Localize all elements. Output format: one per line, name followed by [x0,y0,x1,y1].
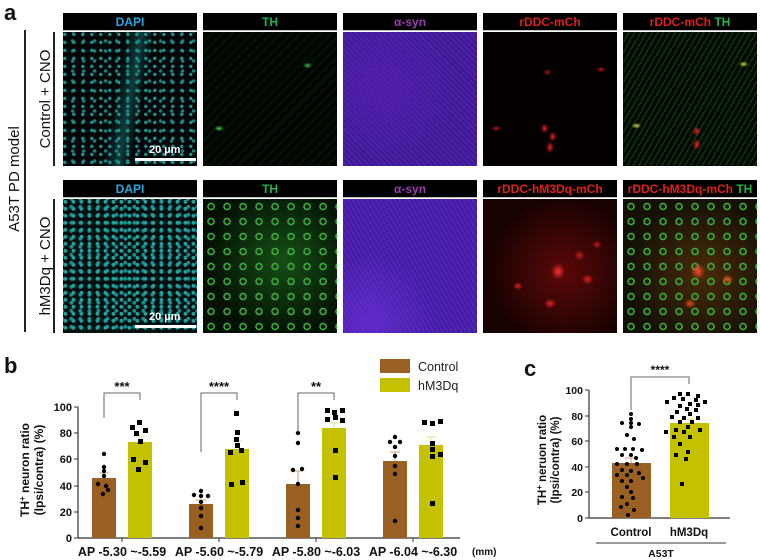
svg-text:0: 0 [577,513,583,525]
header-asyn: α-syn [343,13,477,31]
header-th: TH [203,13,337,31]
sig-group1: *** [114,379,130,394]
svg-text:100: 100 [565,385,583,397]
svg-text:Control: Control [611,527,652,539]
chart-b-ylabel: TH+ neuron ratio (Ipsi/contra) (%) [18,423,47,517]
image-asyn-control [343,32,477,166]
svg-text:80: 80 [571,411,583,423]
header-rddc-hm3dq: rDDC-hM3Dq-mCh [483,180,617,198]
header-merge-2-red: rDDC-hM3Dq-mCh [627,182,733,196]
svg-text:TH+ neruon ratio: TH+ neruon ratio [535,415,550,505]
scale-bar-2 [135,325,196,328]
scale-bar [135,158,196,161]
svg-text:TH+ neuron ratio: TH+ neuron ratio [18,423,33,517]
svg-text:AP -5.80 ~-6.03: AP -5.80 ~-6.03 [272,545,360,559]
header-asyn-2: α-syn [343,180,477,198]
image-rddc-mch-control [483,32,617,166]
sig-group2: **** [209,379,230,394]
sig-c: **** [651,363,670,377]
svg-text:60: 60 [60,454,72,466]
row1-bracket-line [53,32,55,166]
svg-text:40: 40 [571,462,583,474]
legend-hm3dq: hM3Dq [418,379,458,393]
svg-text:hM3Dq: hM3Dq [670,527,708,539]
svg-text:AP -5.60 ~-5.79: AP -5.60 ~-5.79 [175,545,263,559]
chart-b-unit: (mm) [472,547,496,558]
svg-text:0: 0 [66,533,72,545]
header-th-2: TH [203,180,337,198]
sig-group3: ** [311,379,322,394]
chart-c-xticks: Control hM3Dq [611,527,709,539]
image-th-control [203,32,337,166]
chart-c: TH+ neruon ratio (Ipsi/contra) (%) 0 20 … [535,363,730,560]
row-label-control: Control + CNO [37,49,54,149]
panel-label-b: b [4,353,18,378]
scale-bar-label: 20 µm [149,144,181,156]
image-asyn-hm3dq [343,199,477,333]
header-merge-green: TH [714,15,731,29]
chart-b: TH+ neuron ratio (Ipsi/contra) (%) 0 20 … [18,359,496,559]
header-dapi: DAPI [63,13,197,31]
header-dapi-2: DAPI [63,180,197,198]
header-rddc-mch: rDDC-mCh [483,13,617,31]
row-label-hm3dq: hM3Dq + CNO [37,216,54,316]
chart-c-group-label: A53T [648,548,674,560]
panel-label-c: c [524,356,537,381]
header-merge-red: rDDC-mCh [649,15,711,29]
row2-bracket-line [53,199,55,333]
image-dapi-hm3dq: 20 µm [63,199,197,333]
svg-text:40: 40 [60,481,72,493]
svg-text:60: 60 [571,436,583,448]
svg-text:20: 20 [571,487,583,499]
image-merge-hm3dq [623,199,757,333]
header-merge-2: rDDC-hM3Dq-mCh TH [623,180,757,198]
image-merge-control [623,32,757,166]
svg-text:AP -6.04 ~-6.30: AP -6.04 ~-6.30 [369,545,457,559]
svg-text:(Ipsi/contra) (%): (Ipsi/contra) (%) [32,425,46,516]
svg-text:80: 80 [60,428,72,440]
svg-text:100: 100 [54,402,72,414]
chart-c-ylabel: TH+ neruon ratio (Ipsi/contra) (%) [535,415,563,505]
chart-b-yticks: 0 20 40 60 80 100 [54,402,78,545]
legend-control: Control [418,360,458,374]
chart-b-xticks: AP -5.30 ~-5.59 AP -5.60 ~-5.79 AP -5.80… [78,545,457,559]
image-th-hm3dq [203,199,337,333]
chart-c-yticks: 0 20 40 60 80 100 [565,385,589,525]
panel-label-a: a [4,0,17,25]
svg-text:(Ipsi/contra) (%): (Ipsi/contra) (%) [550,416,562,503]
svg-text:AP -5.30 ~-5.59: AP -5.30 ~-5.59 [78,545,166,559]
image-rddc-hm3dq [483,199,617,333]
chart-b-legend: Control hM3Dq [380,359,458,393]
header-merge: rDDC-mCh TH [623,13,757,31]
image-dapi-control: 20 µm [63,32,197,166]
model-bracket-line [24,30,26,332]
scale-bar-label-2: 20 µm [149,311,181,323]
model-label: A53T PD model [6,126,23,232]
svg-text:20: 20 [60,507,72,519]
header-merge-2-green: TH [736,182,753,196]
